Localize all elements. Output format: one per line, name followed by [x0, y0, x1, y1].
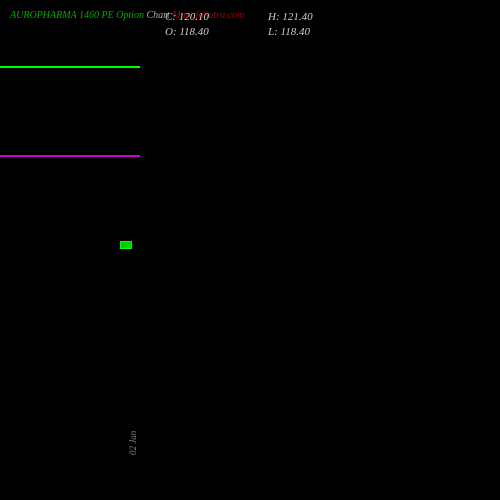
chart-area: 02 Jan: [0, 0, 500, 500]
indicator-line-2: [0, 155, 140, 157]
indicator-line-1: [0, 66, 140, 68]
x-axis-label: 02 Jan: [128, 431, 138, 455]
candle-body: [120, 241, 132, 249]
